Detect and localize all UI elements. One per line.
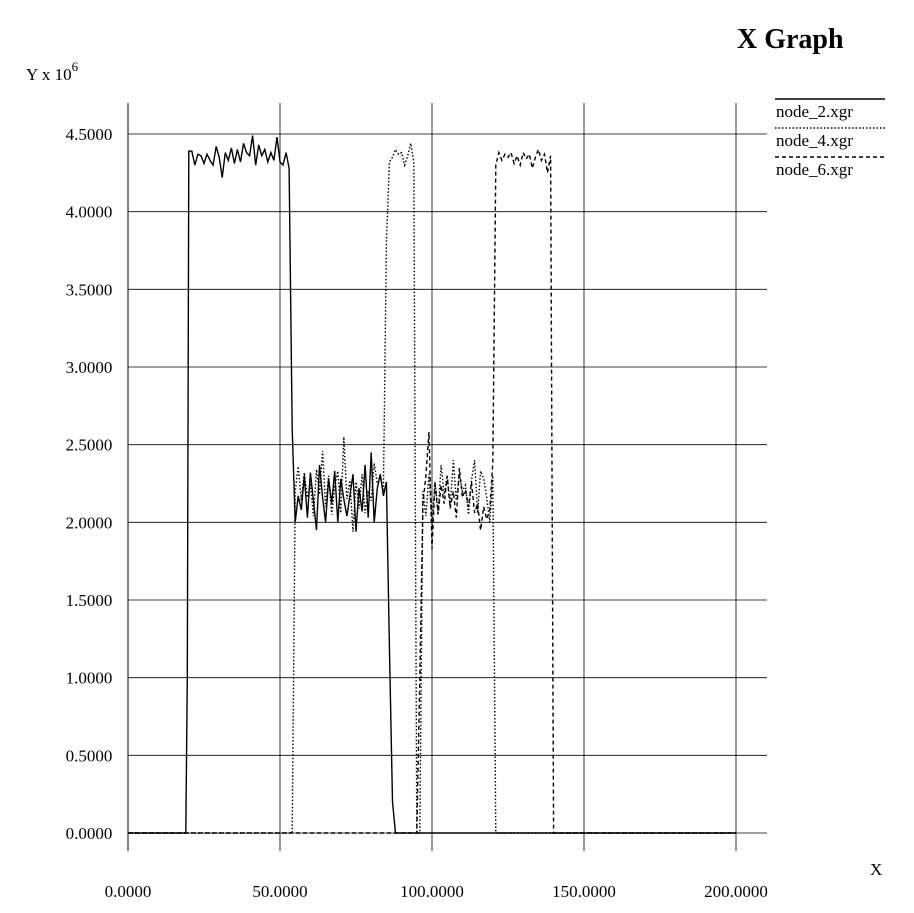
x-tick-label: 150.0000 [552, 882, 616, 901]
x-tick-label: 50.0000 [252, 882, 307, 901]
y-tick-label: 4.5000 [66, 125, 113, 144]
legend-label: node_4.xgr [776, 131, 853, 150]
legend-label: node_2.xgr [776, 102, 853, 121]
series-line-node-4-xgr [128, 143, 736, 834]
y-tick-label: 4.0000 [66, 203, 113, 222]
series-line-node-2-xgr [128, 135, 736, 834]
grid [127, 103, 767, 851]
y-tick-label: 2.5000 [66, 436, 113, 455]
x-tick-label: 0.0000 [105, 882, 152, 901]
x-axis-label: X [870, 860, 882, 879]
x-tick-label: 100.0000 [400, 882, 464, 901]
y-tick-label: 3.5000 [66, 280, 113, 299]
y-axis-label-prefix: Y x 10 [26, 65, 72, 84]
series-line-node-6-xgr [128, 147, 736, 834]
x-tick-label: 200.0000 [704, 882, 768, 901]
y-tick-label: 1.0000 [66, 669, 113, 688]
legend: node_2.xgr node_4.xgr node_6.xgr [775, 98, 885, 179]
chart-title: X Graph [737, 24, 844, 55]
series-lines [128, 135, 736, 834]
y-axis-label-exponent: 6 [72, 59, 79, 74]
y-tick-label: 3.0000 [66, 358, 113, 377]
y-tick-label: 1.5000 [66, 591, 113, 610]
tick-labels: 0.0000 0.5000 1.0000 1.5000 2.0000 2.5000 3.00… [66, 125, 768, 901]
y-tick-label: 2.0000 [66, 513, 113, 532]
legend-label: node_6.xgr [776, 160, 853, 179]
y-tick-label: 0.5000 [66, 746, 113, 765]
y-axis-label: Y x 106 [26, 59, 79, 84]
y-tick-label: 0.0000 [66, 824, 113, 843]
